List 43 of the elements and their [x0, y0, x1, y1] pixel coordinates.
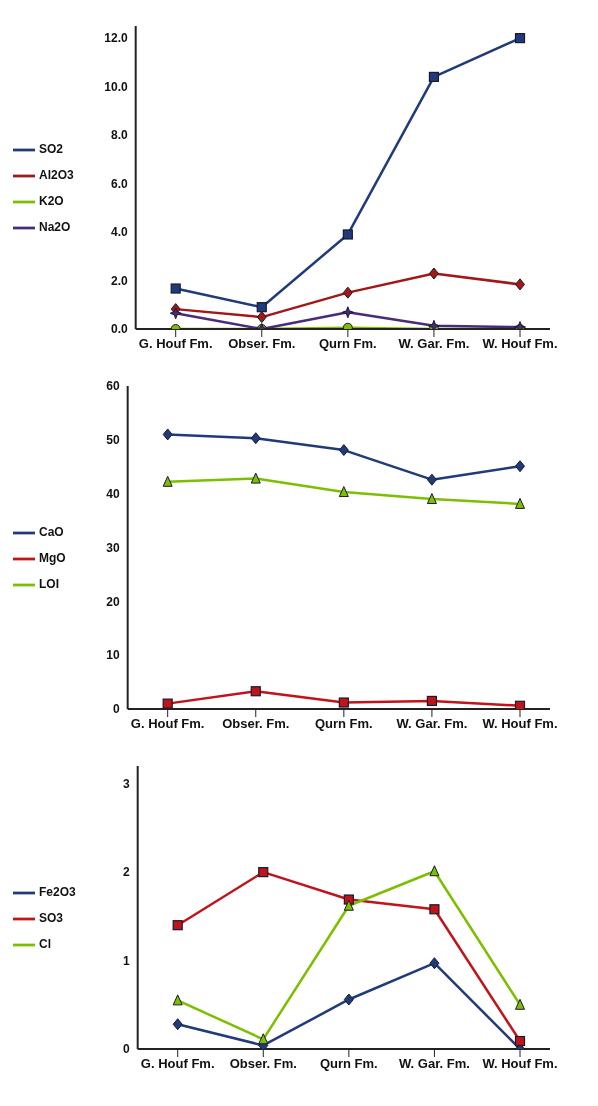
- x-tick-label: W. Gar. Fm.: [398, 336, 470, 352]
- legend-label: LOI: [39, 577, 59, 591]
- y-tick-label: 50: [106, 433, 120, 448]
- y-tick-label: 4.0: [111, 225, 129, 240]
- x-tick-label: W. Houf Fm.: [482, 716, 558, 732]
- legend-label: Fe2O3: [39, 885, 76, 899]
- x-tick-label: G. Houf Fm.: [138, 336, 213, 352]
- x-tick-label: W. Gar. Fm.: [396, 716, 468, 732]
- legend-label: SO2: [39, 142, 64, 156]
- y-tick-label: 40: [106, 486, 120, 501]
- y-tick-label: 1: [123, 953, 130, 968]
- x-tick-label: Qurn Fm.: [314, 716, 373, 732]
- legend-label: SO3: [39, 911, 64, 925]
- x-tick-label: G. Houf Fm.: [140, 1056, 215, 1072]
- y-tick-label: 2.0: [111, 273, 129, 288]
- y-tick-label: 6.0: [111, 176, 129, 191]
- x-tick-label: W. Houf Fm.: [482, 336, 558, 352]
- y-tick-label: 2: [123, 865, 130, 880]
- y-tick-label: 30: [106, 540, 120, 555]
- x-tick-label: Obser. Fm.: [228, 336, 296, 352]
- x-tick-label: W. Gar. Fm.: [399, 1056, 470, 1072]
- legend-label: Al2O3: [39, 168, 74, 182]
- y-tick-label: 0.0: [111, 322, 129, 337]
- legend-label: CaO: [39, 525, 64, 539]
- y-tick-label: 12.0: [104, 31, 129, 46]
- x-tick-label: Obser. Fm.: [222, 716, 290, 732]
- legend-label: Na2O: [39, 220, 71, 234]
- y-tick-label: 10.0: [104, 79, 129, 94]
- legend-label: K2O: [39, 194, 64, 208]
- x-tick-label: Obser. Fm.: [229, 1056, 297, 1072]
- y-tick-label: 10: [106, 648, 120, 663]
- y-tick-label: 0: [123, 1042, 130, 1057]
- x-tick-label: Qurn Fm.: [319, 1056, 378, 1072]
- y-tick-label: 60: [106, 379, 120, 394]
- legend-label: MgO: [39, 551, 66, 565]
- x-tick-label: G. Houf Fm.: [130, 716, 205, 732]
- y-tick-label: 0: [112, 702, 120, 717]
- y-tick-label: 8.0: [111, 128, 129, 143]
- legend-label: Cl: [39, 937, 51, 951]
- x-tick-label: W. Houf Fm.: [482, 1056, 558, 1072]
- y-tick-label: 3: [123, 776, 130, 791]
- x-tick-label: Qurn Fm.: [318, 336, 377, 352]
- y-tick-label: 20: [106, 594, 120, 609]
